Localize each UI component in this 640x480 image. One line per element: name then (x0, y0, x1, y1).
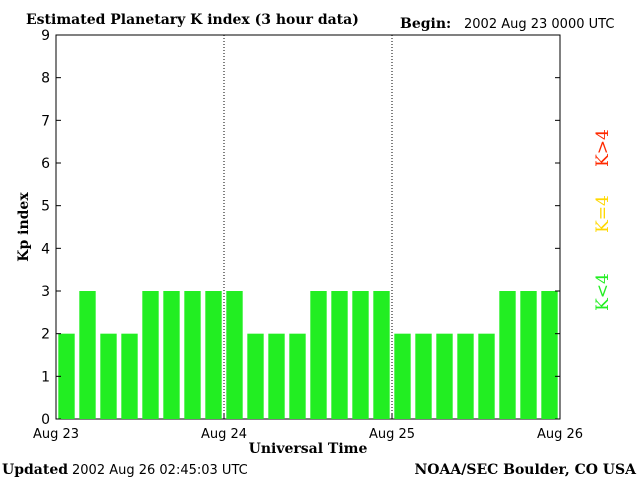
kp-bar (436, 333, 453, 419)
kp-bar (520, 291, 537, 419)
y-tick-label: 6 (41, 156, 50, 172)
y-tick-label: 1 (41, 369, 50, 385)
kp-bar (268, 333, 285, 419)
kp-bar (331, 291, 348, 419)
x-tick-label: Aug 25 (369, 427, 415, 442)
kp-bar (226, 291, 243, 419)
y-tick-label: 2 (41, 327, 50, 343)
kp-bar (142, 291, 159, 419)
kp-bar (352, 291, 369, 419)
kp-bar (310, 291, 327, 419)
y-tick-label: 7 (41, 113, 50, 129)
kp-bar (499, 291, 516, 419)
kp-bar (121, 333, 138, 419)
kp-bar (100, 333, 117, 419)
kp-bar (289, 333, 306, 419)
updated-value: 2002 Aug 26 02:45:03 UTC (72, 463, 248, 478)
y-tick-label: 9 (41, 28, 50, 44)
x-axis: Aug 23 Aug 24 Aug 25 Aug 26 (33, 413, 583, 442)
y-tick-label: 0 (41, 412, 50, 428)
chart-title: Estimated Planetary K index (3 hour data… (26, 12, 359, 28)
y-axis-title: Kp index (16, 192, 32, 262)
kp-bar (247, 333, 264, 419)
updated-label: Updated (2, 462, 68, 478)
y-tick-label: 4 (41, 241, 50, 257)
kp-bar (163, 291, 180, 419)
x-tick-label: Aug 24 (201, 427, 247, 442)
begin-value: 2002 Aug 23 0000 UTC (464, 17, 614, 32)
kp-bar (457, 333, 474, 419)
kp-bar (394, 333, 411, 419)
y-axis: 0 1 2 3 4 5 6 7 8 9 (41, 28, 560, 428)
legend-k-equal-4: K=4 (593, 195, 613, 233)
plot-frame (55, 34, 561, 420)
x-tick-label: Aug 23 (33, 427, 79, 442)
y-tick-label: 5 (41, 199, 50, 215)
kp-bar (541, 291, 558, 419)
kp-bar (184, 291, 201, 419)
kp-bar (79, 291, 96, 419)
begin-label: Begin: (400, 16, 451, 32)
x-tick-label: Aug 26 (537, 427, 583, 442)
day-separators (223, 35, 393, 419)
legend-k-greater-4: K>4 (593, 129, 613, 167)
x-axis-title: Universal Time (249, 441, 368, 457)
kp-bar (415, 333, 432, 419)
bars-group (58, 291, 558, 419)
y-tick-label: 8 (41, 71, 50, 87)
kp-bar (373, 291, 390, 419)
kp-bar (205, 291, 222, 419)
source-credit: NOAA/SEC Boulder, CO USA (415, 462, 638, 478)
y-tick-label: 3 (41, 284, 50, 300)
kp-bar (478, 333, 495, 419)
legend-k-less-4: K<4 (593, 273, 613, 311)
kp-bar (58, 333, 75, 419)
